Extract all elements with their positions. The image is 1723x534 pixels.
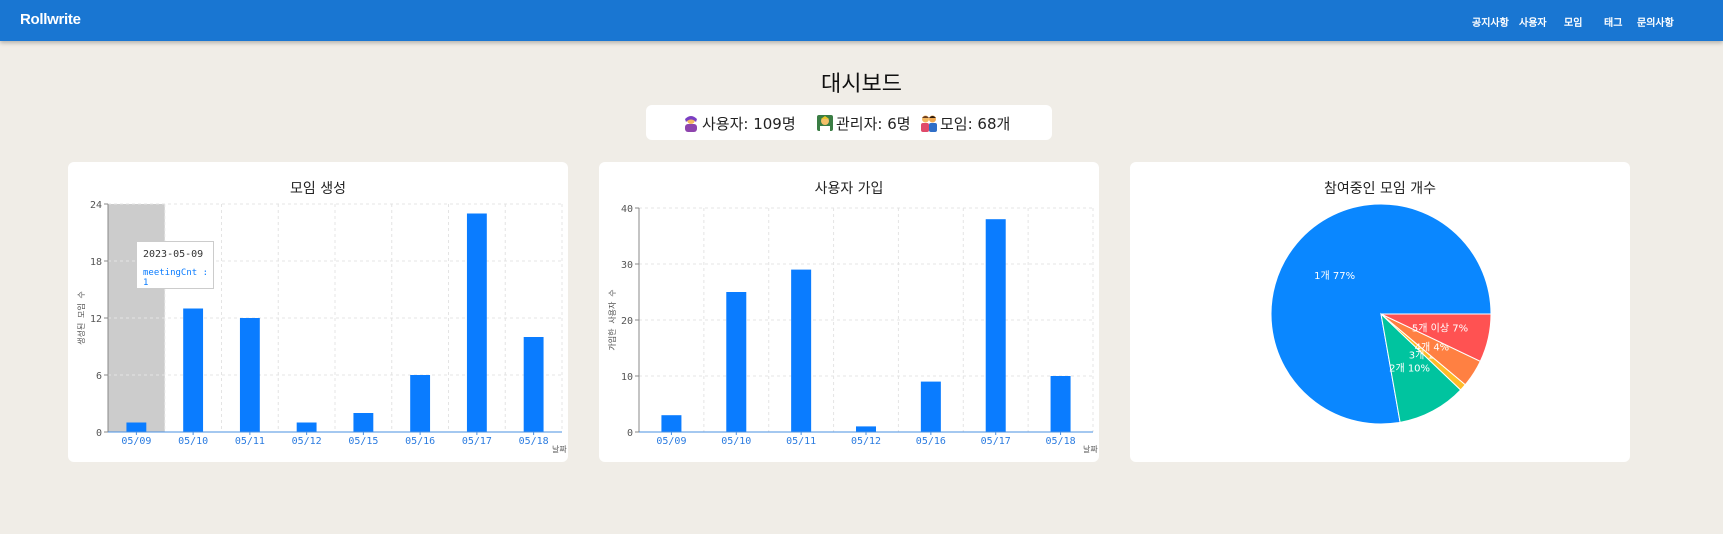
x-tick-label: 05/09 xyxy=(121,436,151,447)
x-tick-label: 05/16 xyxy=(916,436,946,447)
pie-label: 5개 이상 7% xyxy=(1412,322,1468,334)
y-tick-label: 40 xyxy=(621,204,633,215)
admin-icon xyxy=(817,115,833,131)
x-tick-label: 05/16 xyxy=(405,436,435,447)
x-tick-label: 05/11 xyxy=(235,436,265,447)
user-icon xyxy=(685,116,697,132)
brand-logo[interactable]: Rollwrite xyxy=(20,11,81,28)
meeting-participation-card: 참여중인 모임 개수 1개 77% 2개 10% 3개 1% 4개 4% 5개 이상 7… xyxy=(1130,162,1630,462)
y-tick-label: 24 xyxy=(90,200,102,211)
bar xyxy=(523,337,544,432)
y-tick-label: 18 xyxy=(90,257,102,268)
stat-admins: 관리자: 6명 xyxy=(816,113,911,134)
x-tick-label: 05/17 xyxy=(462,436,492,447)
page-title: 대시보드 xyxy=(821,72,902,97)
stat-meetings: 모임: 68개 xyxy=(920,113,1010,134)
x-tick-label: 05/18 xyxy=(1046,436,1076,447)
pie-label: 4개 4% xyxy=(1415,342,1450,354)
bar xyxy=(985,219,1006,432)
user-signup-title: 사용자 가입 xyxy=(814,181,884,197)
x-tick-label: 05/10 xyxy=(721,436,751,447)
bar xyxy=(920,381,941,432)
nav-notice[interactable]: 공지사항 xyxy=(1472,18,1509,29)
pie-label: 2개 10% xyxy=(1389,362,1430,374)
y-axis-label: 생성된 모임 수 xyxy=(76,291,86,345)
stats-summary: 사용자: 109명 관리자: 6명 모임: 68개 xyxy=(646,105,1052,140)
stat-meetings-text: 모임: 68개 xyxy=(940,115,1011,133)
pie-slice xyxy=(1380,313,1492,362)
y-tick-label: 12 xyxy=(90,314,102,325)
bar xyxy=(856,426,876,432)
y-tick-label: 0 xyxy=(627,428,633,439)
stat-users: 사용자: 109명 xyxy=(682,113,796,134)
bar xyxy=(466,213,487,432)
y-tick-label: 10 xyxy=(621,372,633,383)
bar xyxy=(1050,376,1071,432)
y-tick-label: 20 xyxy=(621,316,633,327)
nav-users[interactable]: 사용자 xyxy=(1519,18,1547,29)
bar xyxy=(239,318,260,432)
x-tick-label: 05/17 xyxy=(981,436,1011,447)
bar xyxy=(353,413,374,432)
group-icon xyxy=(921,115,937,132)
x-axis-label: 날짜 xyxy=(1083,444,1098,454)
top-navbar: Rollwrite 공지사항 사용자 모임 태그 문의사항 xyxy=(0,0,1723,41)
meeting-creation-title: 모임 생성 xyxy=(290,181,346,197)
bar xyxy=(296,422,317,432)
bar xyxy=(791,269,812,432)
meeting-creation-card: 모임 생성 0 6 12 18 24 05/09 05/10 05/11 05/12 05/15 0… xyxy=(68,162,568,462)
x-tick-label: 05/11 xyxy=(786,436,816,447)
tooltip-value: meetingCnt : 1 xyxy=(143,268,209,288)
x-tick-label: 05/18 xyxy=(519,436,549,447)
meeting-participation-title: 참여중인 모임 개수 xyxy=(1324,181,1436,197)
nav-inquiries[interactable]: 문의사항 xyxy=(1637,18,1674,29)
stat-users-text: 사용자: 109명 xyxy=(702,115,796,133)
y-tick-label: 0 xyxy=(96,428,102,439)
bar xyxy=(410,375,431,432)
y-tick-label: 30 xyxy=(621,260,633,271)
pie-label: 1개 77% xyxy=(1314,270,1355,282)
user-signup-chart[interactable]: 0 10 20 30 40 05/09 05/10 05/11 05/12 05/16 05/17 0… xyxy=(599,162,1099,462)
x-tick-label: 05/09 xyxy=(656,436,686,447)
nav-tags[interactable]: 태그 xyxy=(1604,18,1623,29)
user-signup-card: 사용자 가입 0 10 20 30 40 05/09 05/10 05/11 05/12 05/1… xyxy=(599,162,1099,462)
x-tick-label: 05/15 xyxy=(348,436,378,447)
meeting-participation-chart[interactable]: 1개 77%2개 10%3개 1%4개 4%5개 이상 7% xyxy=(1130,162,1630,462)
bar xyxy=(726,292,747,432)
chart-tooltip: 2023-05-09 meetingCnt : 1 xyxy=(136,241,214,289)
x-tick-label: 05/12 xyxy=(851,436,881,447)
tooltip-date: 2023-05-09 xyxy=(143,249,204,260)
bar xyxy=(126,422,147,432)
nav-meetings[interactable]: 모임 xyxy=(1564,18,1583,29)
x-tick-label: 05/10 xyxy=(178,436,208,447)
meeting-creation-chart[interactable]: 0 6 12 18 24 05/09 05/10 05/11 05/12 05/15 05/16 05… xyxy=(68,162,568,462)
bar xyxy=(661,415,682,432)
bar xyxy=(183,308,204,432)
y-tick-label: 6 xyxy=(96,371,102,382)
x-axis-label: 날짜 xyxy=(552,444,567,454)
x-tick-label: 05/12 xyxy=(292,436,322,447)
stat-admins-text: 관리자: 6명 xyxy=(836,115,911,133)
y-axis-label: 가입한 사용자 수 xyxy=(608,289,617,350)
